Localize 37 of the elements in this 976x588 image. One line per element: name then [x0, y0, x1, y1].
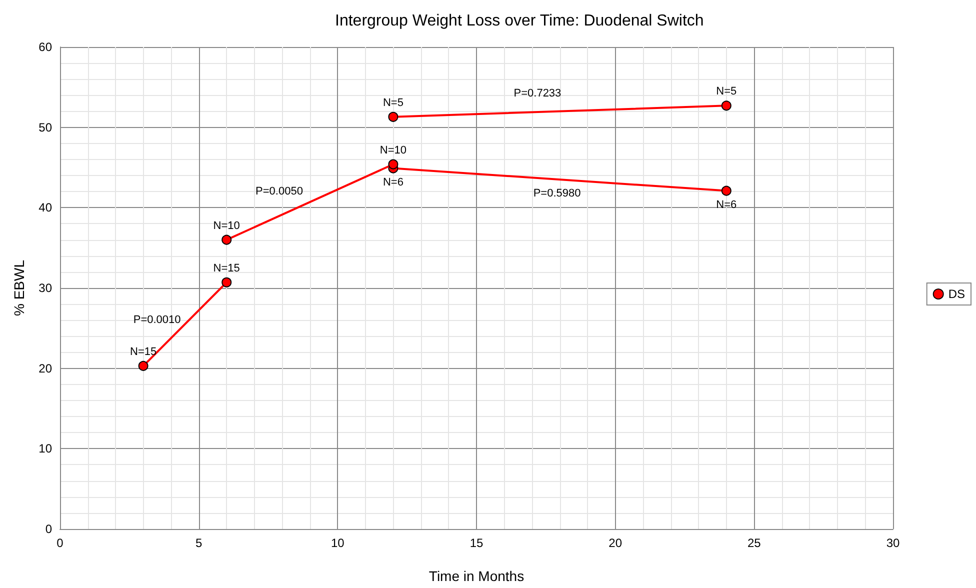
y-axis-title: % EBWL	[11, 260, 27, 316]
y-tick-label: 20	[38, 361, 52, 376]
y-tick-label: 40	[38, 200, 52, 215]
annotation: N=5	[716, 86, 737, 98]
y-tick-label: 10	[38, 442, 52, 456]
annotation: P=0.5980	[533, 188, 581, 200]
annotation: N=15	[130, 346, 157, 358]
x-tick-label: 25	[747, 536, 762, 550]
annotation: N=6	[716, 198, 737, 211]
legend-label: DS	[948, 287, 965, 301]
annotation: N=5	[382, 96, 404, 109]
x-tick-label: 0	[56, 536, 64, 550]
x-tick-label: 15	[470, 536, 484, 550]
point	[721, 100, 732, 111]
y-tick-label: 0	[45, 522, 52, 536]
chart-title: Intergroup Weight Loss over Time: Duodenal Switch	[335, 12, 704, 30]
point	[721, 186, 732, 196]
point	[222, 234, 232, 245]
annotation: N=10	[380, 144, 407, 156]
annotation: N=15	[213, 262, 240, 274]
y-tick-label: 50	[38, 120, 52, 134]
x-tick-label: 5	[195, 536, 202, 550]
point	[388, 159, 398, 170]
x-tick-label: 20	[608, 536, 622, 550]
annotation: P=0.0050	[256, 185, 303, 198]
point	[388, 112, 398, 122]
annotation: N=10	[213, 220, 240, 232]
annotation: P=0.0010	[133, 314, 181, 326]
annotation: N=6	[382, 176, 404, 188]
point	[222, 277, 232, 288]
x-tick-label: 10	[330, 536, 345, 550]
annotation: P=0.7233	[514, 87, 562, 100]
point	[138, 360, 148, 371]
x-axis-title: Time in Months	[428, 568, 524, 584]
y-tick-label: 60	[38, 40, 52, 54]
x-tick-label: 30	[886, 536, 900, 550]
y-tick-label: 30	[38, 281, 52, 295]
